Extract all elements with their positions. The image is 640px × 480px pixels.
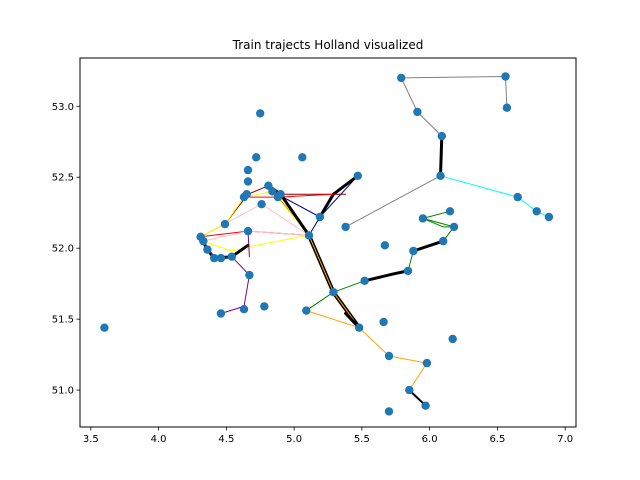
- station-point-9: [239, 305, 249, 314]
- station-point-43: [421, 401, 430, 410]
- route-line-18: [247, 230, 250, 258]
- y-tick-label-2: 52.0: [52, 244, 74, 255]
- route-line-3: [439, 134, 444, 178]
- station-point-11: [242, 190, 251, 199]
- station-point-33: [379, 317, 388, 327]
- station-point-7: [220, 219, 230, 229]
- station-point-15: [245, 270, 254, 280]
- station-point-50: [449, 222, 459, 232]
- station-point-46: [437, 131, 446, 141]
- route-line-0: [345, 175, 441, 228]
- y-tick-label-4: 53.0: [52, 102, 74, 113]
- x-tick-label-4: 5.5: [354, 434, 370, 445]
- station-point-2: [199, 236, 208, 246]
- station-point-54: [532, 207, 541, 216]
- y-tick-label-0: 51.0: [52, 386, 74, 397]
- station-point-8: [227, 252, 236, 261]
- station-point-30: [353, 171, 362, 180]
- station-point-12: [243, 165, 253, 175]
- station-point-21: [268, 187, 277, 196]
- station-point-39: [405, 385, 414, 395]
- y-tick-label-3: 52.5: [52, 173, 74, 184]
- station-point-32: [360, 276, 369, 285]
- station-point-3: [203, 245, 212, 254]
- station-point-17: [256, 109, 265, 118]
- station-point-41: [413, 107, 422, 117]
- station-point-6: [216, 309, 226, 318]
- station-point-35: [384, 351, 394, 361]
- station-point-34: [380, 241, 390, 250]
- station-point-47: [439, 236, 448, 246]
- station-point-45: [436, 171, 445, 180]
- x-tick-label-6: 6.5: [489, 434, 505, 445]
- chart-title: Train trajects Holland visualized: [232, 38, 424, 52]
- x-tick-label-0: 3.5: [83, 434, 99, 445]
- station-point-18: [257, 200, 266, 209]
- station-point-24: [298, 153, 307, 162]
- x-tick-label-5: 6.0: [422, 434, 438, 445]
- station-point-36: [384, 407, 394, 416]
- station-point-29: [341, 222, 350, 232]
- station-point-40: [409, 246, 418, 256]
- station-point-38: [403, 266, 413, 276]
- station-point-49: [448, 334, 457, 344]
- station-point-13: [243, 177, 253, 186]
- x-tick-label-7: 7.0: [557, 434, 573, 445]
- route-line-21: [363, 269, 410, 283]
- station-point-23: [276, 190, 285, 199]
- station-point-31: [355, 323, 364, 332]
- station-point-48: [445, 207, 455, 216]
- station-point-52: [502, 103, 512, 112]
- station-point-55: [544, 212, 554, 222]
- station-point-28: [329, 288, 338, 297]
- station-point-44: [422, 358, 432, 368]
- x-axis: 3.5 4.0 4.5 5.0 5.5 6.0 6.5 7.0: [83, 427, 573, 445]
- station-point-14: [243, 226, 253, 236]
- station-point-5: [216, 253, 226, 263]
- station-point-53: [513, 192, 522, 202]
- x-tick-label-2: 4.5: [218, 434, 234, 445]
- station-point-19: [260, 302, 269, 311]
- y-axis: 51.0 51.5 52.0 52.5 53.0: [52, 102, 80, 397]
- station-point-51: [501, 72, 510, 81]
- route-line-22: [411, 239, 445, 253]
- station-point-26: [304, 231, 314, 240]
- y-tick-label-1: 51.5: [52, 315, 74, 326]
- station-point-42: [418, 214, 428, 223]
- x-tick-label-3: 5.0: [286, 434, 302, 445]
- station-point-4: [210, 253, 219, 263]
- plot-frame: [79, 57, 577, 428]
- x-tick-label-1: 4.0: [151, 434, 167, 445]
- station-point-37: [397, 73, 406, 83]
- station-point-0: [100, 323, 109, 332]
- points-layer: [100, 72, 554, 416]
- station-point-27: [315, 212, 325, 222]
- station-point-16: [252, 153, 261, 162]
- station-point-25: [302, 306, 311, 315]
- plot-area: [80, 58, 576, 427]
